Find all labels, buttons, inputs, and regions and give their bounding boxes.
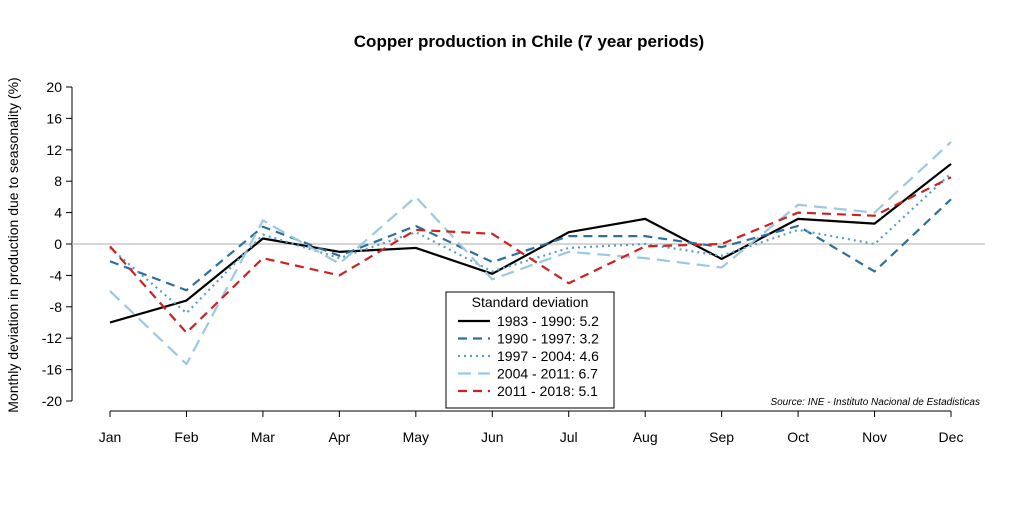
x-tick-label: Oct — [787, 429, 809, 445]
series-line-2 — [109, 198, 952, 292]
chart-title: Copper production in Chile (7 year perio… — [354, 32, 704, 51]
x-tick-label: Mar — [251, 429, 275, 445]
x-tick-label: Dec — [939, 429, 964, 445]
series-group — [109, 141, 952, 366]
x-tick-label: Jan — [99, 429, 122, 445]
y-tick-label: 16 — [46, 110, 62, 126]
x-tick-label: Sep — [709, 429, 734, 445]
x-tick-label: Aug — [633, 429, 658, 445]
legend-box — [445, 291, 615, 409]
legend: Standard deviation 1983 - 1990: 5.2 1990 … — [445, 291, 615, 409]
legend-title: Standard deviation — [472, 294, 589, 310]
y-tick-label: -16 — [42, 362, 62, 378]
x-tick-label: Jul — [560, 429, 578, 445]
source-note: Source: INE - Instituto Nacional de Esta… — [770, 397, 980, 408]
y-tick-label: 8 — [54, 173, 62, 189]
y-tick-label: -4 — [50, 267, 63, 283]
y-axis: 20 16 12 8 4 0 -4 -8 -12 -16 -20 — [42, 79, 73, 409]
legend-entry: 1983 - 1990: 5.2 — [497, 313, 599, 329]
y-tick-label: -12 — [42, 330, 62, 346]
x-axis: Jan Feb Mar Apr May Jun Jul Aug Sep Oct Nov Dec — [99, 410, 964, 445]
series-line-4 — [109, 141, 952, 366]
legend-entry: 2004 - 2011: 6.7 — [497, 366, 598, 382]
legend-entry: 1997 - 2004: 4.6 — [497, 348, 599, 364]
y-tick-label: -8 — [50, 299, 63, 315]
series-line-1 — [109, 163, 952, 324]
x-tick-label: Feb — [174, 429, 198, 445]
x-tick-label: May — [403, 429, 429, 445]
y-tick-label: 0 — [54, 236, 62, 252]
y-axis-label: Monthly deviation in production due to s… — [5, 77, 21, 412]
legend-entry: 2011 - 2018: 5.1 — [497, 383, 598, 399]
y-tick-label: 4 — [54, 205, 62, 221]
y-tick-label: 20 — [46, 79, 62, 95]
legend-entry: 1990 - 1997: 3.2 — [497, 331, 599, 347]
y-tick-label: -20 — [42, 393, 62, 409]
x-tick-label: Jun — [481, 429, 504, 445]
x-tick-label: Apr — [328, 429, 350, 445]
x-tick-label: Nov — [862, 429, 887, 445]
y-tick-label: 12 — [46, 142, 62, 158]
series-line-5 — [109, 176, 952, 334]
